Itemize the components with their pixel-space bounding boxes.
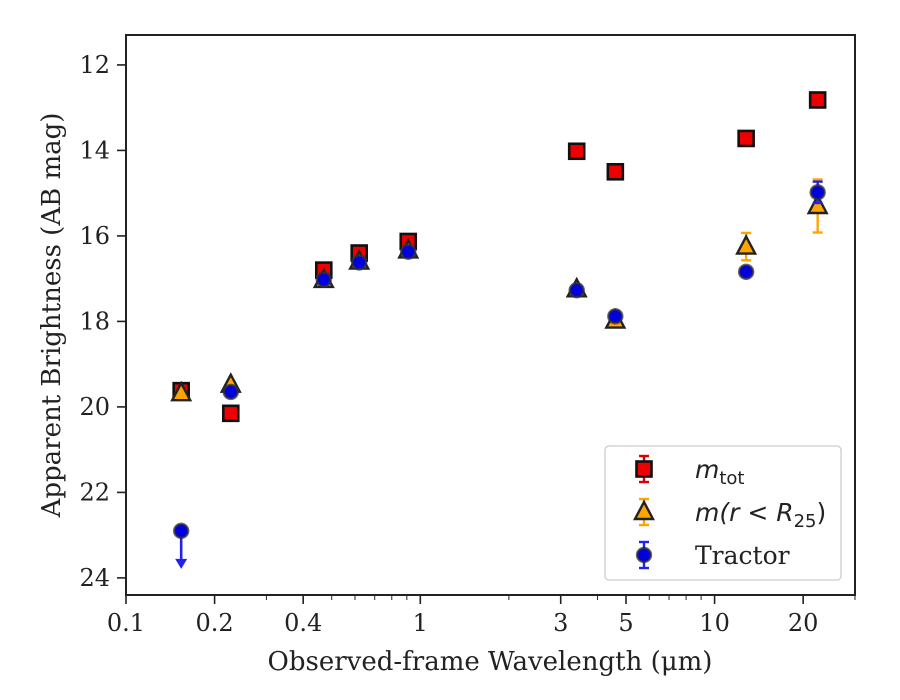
- y-tick-label: 22: [79, 478, 110, 506]
- data-point-square: [221, 404, 240, 423]
- y-axis-title: Apparent Brightness (AB mag): [37, 113, 67, 519]
- x-tick-label: 3: [553, 609, 568, 637]
- data-point-circle: [172, 522, 190, 540]
- legend-marker-circle: [635, 546, 653, 564]
- data-point-square: [808, 91, 827, 109]
- series-triangle: [170, 178, 829, 402]
- series-square: [172, 91, 827, 423]
- x-tick-label: 10: [699, 609, 730, 637]
- data-point-circle: [222, 383, 239, 401]
- data-point-circle: [350, 254, 368, 271]
- legend-label: mtot: [695, 455, 745, 489]
- data-point-square: [737, 129, 755, 148]
- y-tick-label: 24: [79, 564, 110, 592]
- plot-frame: [125, 34, 856, 596]
- data-point-square: [606, 162, 625, 181]
- x-tick-label: 0.4: [284, 609, 322, 637]
- data-point-circle: [607, 308, 624, 325]
- legend-label: m(r < R25): [695, 498, 826, 532]
- y-tick-label: 20: [79, 393, 110, 421]
- y-tick-label: 16: [79, 222, 110, 250]
- legend-box: [604, 445, 842, 581]
- data-point-triangle: [170, 380, 193, 402]
- data-point-circle: [568, 282, 585, 299]
- x-tick-label: 0.1: [107, 609, 145, 637]
- legend: mtot m(r < R25) Tractor: [604, 445, 842, 581]
- plot-area: [170, 91, 829, 569]
- data-point-circle: [737, 263, 755, 281]
- x-tick-label: 5: [618, 609, 633, 637]
- legend-label: Tractor: [695, 541, 790, 570]
- data-point-circle: [315, 271, 332, 288]
- data-point-square: [567, 142, 586, 161]
- data-point-triangle: [806, 193, 829, 215]
- series-circle: [172, 180, 826, 569]
- data-point-circle: [809, 184, 826, 201]
- x-tick-label: 1: [413, 609, 428, 637]
- data-point-triangle: [735, 234, 758, 255]
- upper-limit-arrowhead: [175, 558, 188, 569]
- legend-marker-square: [635, 460, 653, 478]
- legend-marker-triangle: [633, 499, 655, 521]
- data-point-circle: [400, 243, 417, 260]
- axis-ticks: 0.1 0.2 0.4 1 3 5 10 20 12 14 16 18 20 22 24: [79, 51, 856, 637]
- x-axis-title: Observed-frame Wavelength (μm): [268, 647, 713, 677]
- y-tick-label: 12: [79, 51, 110, 79]
- y-tick-label: 14: [79, 136, 110, 164]
- y-tick-label: 18: [79, 307, 110, 335]
- x-tick-label: 0.2: [196, 609, 234, 637]
- x-tick-label: 20: [788, 609, 819, 637]
